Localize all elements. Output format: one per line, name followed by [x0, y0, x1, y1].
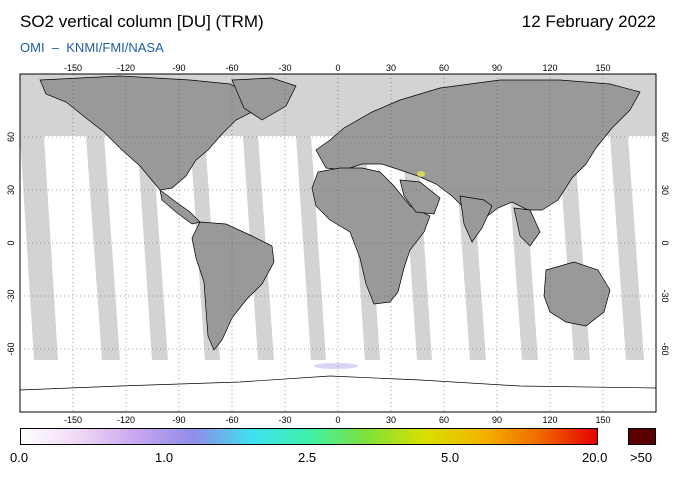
australia — [543, 261, 611, 327]
lon-tick-top: -90 — [172, 63, 185, 73]
lon-tick-bottom: 90 — [492, 415, 502, 425]
colorbar-label-overflow: >50 — [630, 450, 653, 465]
lat-tick-right: -60 — [660, 342, 670, 355]
lon-tick-top: 60 — [439, 63, 449, 73]
lat-tick-right: 60 — [660, 132, 670, 142]
southeast-asia — [513, 207, 541, 247]
lat-tick-left: -30 — [6, 289, 16, 302]
lat-tick-right: 0 — [660, 240, 670, 245]
lon-tick-top: -120 — [117, 63, 135, 73]
overflow-swatch — [628, 428, 656, 445]
lon-tick-bottom: -30 — [278, 415, 291, 425]
map-title: SO2 vertical column [DU] (TRM) — [20, 12, 264, 31]
south-america — [191, 221, 275, 351]
eurasia — [315, 79, 641, 221]
colorbar-label-0: 0.0 — [10, 450, 29, 465]
lon-tick-top: 150 — [595, 63, 610, 73]
lat-tick-left: 0 — [6, 240, 16, 245]
orbit-gaps — [20, 136, 644, 360]
colorbar-label-5: 5.0 — [441, 450, 460, 465]
africa — [311, 167, 431, 305]
lon-tick-top: -30 — [278, 63, 291, 73]
lon-tick-top: 120 — [542, 63, 557, 73]
lat-tick-left: 60 — [6, 132, 16, 142]
india — [459, 195, 493, 243]
lon-tick-top: -150 — [64, 63, 82, 73]
lon-ticks-top: -150 -120 -90 -60 -30 0 30 60 90 120 150 — [64, 63, 611, 73]
lat-tick-right: 30 — [660, 185, 670, 195]
map-frame — [19, 73, 657, 413]
lon-tick-top: 90 — [492, 63, 502, 73]
credit-separator: – — [51, 40, 60, 55]
colorbar-label-1: 1.0 — [155, 450, 174, 465]
lon-tick-bottom: -150 — [64, 415, 82, 425]
lat-tick-left: -60 — [6, 342, 16, 355]
arabia — [399, 179, 441, 215]
so2-hotspot — [417, 171, 425, 177]
colorbar-label-20: 20.0 — [582, 450, 608, 465]
lon-tick-bottom: -120 — [117, 415, 135, 425]
lon-tick-top: 0 — [335, 63, 340, 73]
lon-tick-bottom: -60 — [225, 415, 238, 425]
lon-tick-bottom: 60 — [439, 415, 449, 425]
credits: OMI – KNMI/FMI/NASA — [20, 40, 164, 55]
credit-agencies: KNMI/FMI/NASA — [66, 40, 164, 55]
map-date: 12 February 2022 — [521, 12, 656, 31]
central-america — [159, 189, 201, 225]
colorbar — [20, 428, 598, 445]
lon-tick-bottom: -90 — [172, 415, 185, 425]
graticule — [20, 74, 656, 412]
greenland — [231, 77, 297, 121]
lon-tick-top: -60 — [225, 63, 238, 73]
colorbar-label-2-5: 2.5 — [298, 450, 317, 465]
lon-tick-bottom: 30 — [386, 415, 396, 425]
lat-tick-left: 30 — [6, 185, 16, 195]
lon-tick-top: 30 — [386, 63, 396, 73]
lat-ticks-right: 60 30 0 -30 -60 — [660, 132, 670, 356]
lon-ticks-bottom: -150 -120 -90 -60 -30 0 30 60 90 120 150 — [64, 415, 611, 425]
lat-tick-right: -30 — [660, 289, 670, 302]
credit-omi: OMI — [20, 40, 45, 55]
lat-ticks-left: 60 30 0 -30 -60 — [6, 132, 16, 356]
lon-tick-bottom: 0 — [335, 415, 340, 425]
lon-tick-bottom: 120 — [542, 415, 557, 425]
lon-tick-bottom: 150 — [595, 415, 610, 425]
so2-trace — [314, 363, 358, 369]
